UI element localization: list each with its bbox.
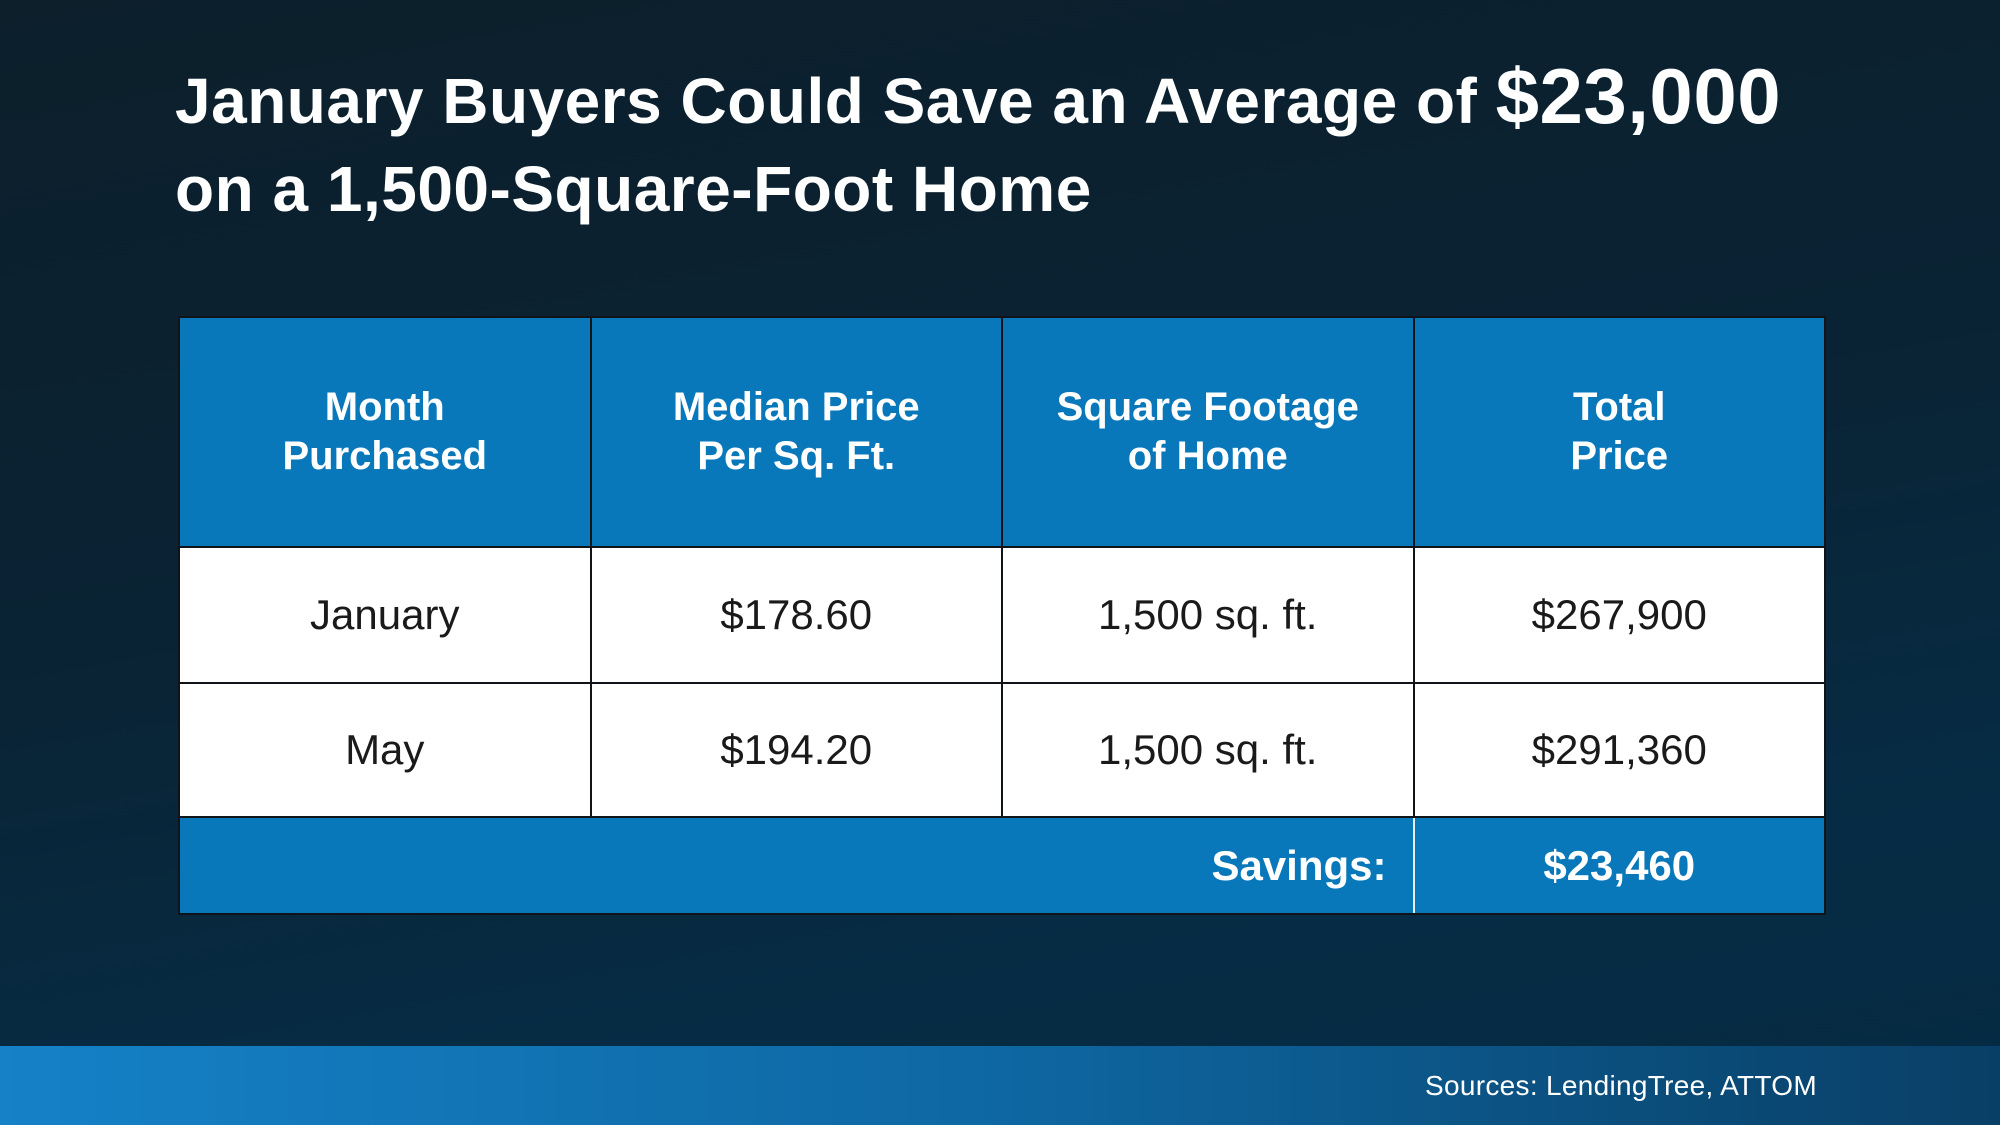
cell-january-median-price: $178.60 <box>589 546 1003 684</box>
table-row-january: January $178.60 1,500 sq. ft. $267,900 <box>178 546 1826 684</box>
header-line: Price <box>1570 434 1669 478</box>
header-line: Purchased <box>282 434 488 478</box>
savings-value: $23,460 <box>1412 816 1826 915</box>
title-line1-text: January Buyers Could Save an Average of <box>175 65 1496 137</box>
title-savings-amount: $23,000 <box>1495 52 1782 140</box>
header-square-footage: Square Footage of Home <box>1001 316 1415 548</box>
header-line: Month <box>324 385 445 430</box>
header-line: of Home <box>1127 434 1288 478</box>
header-line: Median Price <box>672 385 920 430</box>
header-total-price: Total Price <box>1412 316 1826 548</box>
savings-label: Savings: <box>178 816 1415 915</box>
cell-january-total-price: $267,900 <box>1412 546 1826 684</box>
header-median-price: Median Price Per Sq. Ft. <box>589 316 1003 548</box>
cell-january-month: January <box>178 546 592 684</box>
cell-may-median-price: $194.20 <box>589 682 1003 818</box>
header-line: Square Footage <box>1056 385 1359 430</box>
sources-attribution-text: Sources: LendingTree, ATTOM <box>1425 1069 1817 1101</box>
cell-january-square-footage: 1,500 sq. ft. <box>1001 546 1415 684</box>
cell-may-total-price: $291,360 <box>1412 682 1826 818</box>
cell-may-month: May <box>178 682 592 818</box>
header-line: Total <box>1572 385 1666 430</box>
table-row-may: May $194.20 1,500 sq. ft. $291,360 <box>178 682 1826 818</box>
title-line2-text: on a 1,500-Square-Foot Home <box>175 153 1092 225</box>
table-header-row: Month Purchased Median Price Per Sq. Ft.… <box>178 316 1826 548</box>
footer-gradient-bar: Sources: LendingTree, ATTOM <box>0 1046 2000 1125</box>
table-savings-row: Savings: $23,460 <box>178 816 1826 915</box>
slide-title: January Buyers Could Save an Average of … <box>175 52 1895 233</box>
cell-may-square-footage: 1,500 sq. ft. <box>1001 682 1415 818</box>
price-comparison-table: Month Purchased Median Price Per Sq. Ft.… <box>178 316 1826 915</box>
header-line: Per Sq. Ft. <box>697 434 896 478</box>
header-month-purchased: Month Purchased <box>178 316 592 548</box>
